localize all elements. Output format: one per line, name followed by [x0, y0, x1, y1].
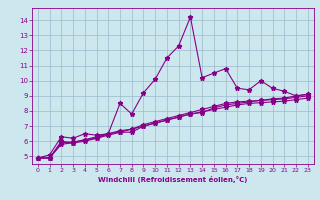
X-axis label: Windchill (Refroidissement éolien,°C): Windchill (Refroidissement éolien,°C) — [98, 176, 247, 183]
